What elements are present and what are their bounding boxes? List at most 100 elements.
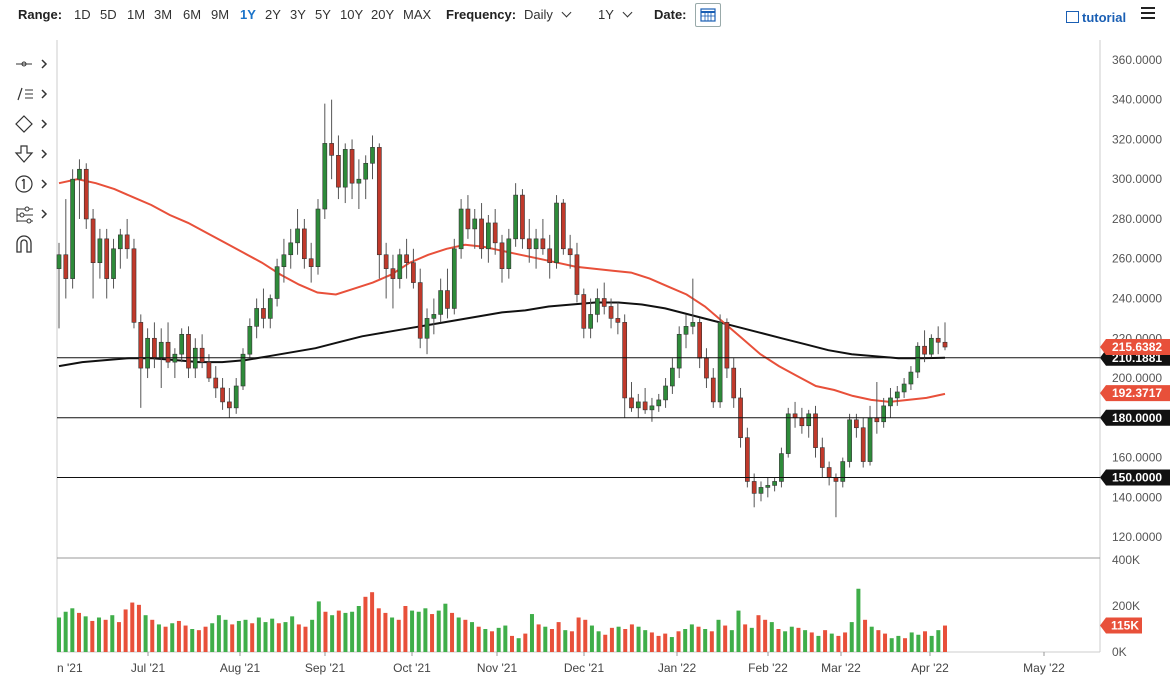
volume-bar — [736, 610, 741, 652]
volume-bar — [863, 619, 868, 652]
candle-up — [588, 314, 593, 329]
volume-bar — [103, 619, 108, 652]
chevron-down-icon — [622, 7, 633, 18]
volume-bar — [190, 629, 195, 652]
volume-axis: 400K 200K 0K — [1112, 553, 1140, 659]
volume-series — [57, 588, 947, 652]
candle-down — [922, 345, 927, 355]
candle-up — [322, 143, 328, 210]
volume-bar — [783, 631, 788, 652]
range-5y[interactable]: 5Y — [315, 7, 331, 22]
range-3y[interactable]: 3Y — [290, 7, 306, 22]
volume-bar — [623, 629, 628, 652]
candle-up — [929, 337, 934, 355]
candle-up — [281, 254, 287, 267]
candle-up — [649, 405, 655, 411]
volume-bar — [776, 629, 781, 652]
volume-bar — [589, 625, 594, 652]
volume-bar — [476, 626, 481, 652]
volume-bar — [430, 614, 435, 652]
range-9m[interactable]: 9M — [211, 7, 230, 22]
trendline-tool-icon[interactable] — [14, 84, 50, 106]
candle-down — [90, 218, 96, 264]
candle-down — [302, 228, 307, 260]
range-2y[interactable]: 2Y — [265, 7, 281, 22]
range-label: Range: — [18, 7, 63, 22]
candle-up — [356, 178, 362, 184]
volume-bar — [230, 624, 235, 652]
candle-down — [499, 242, 505, 269]
volume-label-box — [1100, 617, 1142, 634]
ma200-line — [58, 301, 946, 368]
candle-down — [813, 413, 818, 448]
volume-bar — [869, 626, 874, 652]
range-6m[interactable]: 6M — [183, 7, 202, 22]
volume-bar — [816, 635, 821, 652]
frequency-dropdown[interactable]: Daily — [524, 7, 572, 22]
ma50-label-box — [1100, 385, 1170, 402]
period-dropdown[interactable]: 1Y — [598, 7, 633, 22]
volume-bar — [323, 611, 328, 652]
range-1y[interactable]: 1Y — [240, 7, 256, 22]
range-5d[interactable]: 5D — [100, 7, 117, 22]
calendar-button[interactable] — [695, 3, 721, 27]
candle-down — [186, 333, 191, 369]
volume-bar — [170, 623, 175, 652]
shape-tool-icon[interactable] — [14, 114, 50, 136]
candle-up — [458, 208, 464, 250]
time-tick-label: Oct '21 — [393, 661, 431, 675]
indicator-tool-icon[interactable] — [14, 204, 50, 226]
arrow-tool-icon[interactable] — [14, 144, 50, 166]
hamburger-menu-icon[interactable] — [1141, 7, 1155, 21]
candlestick-series — [56, 99, 948, 518]
volume-bar — [63, 611, 68, 652]
candle-up — [397, 254, 403, 279]
range-20y[interactable]: 20Y — [371, 7, 395, 22]
volume-bar — [829, 633, 834, 652]
volume-bar — [523, 633, 528, 652]
volume-bar — [576, 617, 581, 652]
candle-down — [826, 467, 832, 478]
candle-up — [77, 168, 82, 180]
candle-up — [438, 290, 444, 315]
volume-bar — [629, 624, 634, 652]
volume-tick-label: 200K — [1112, 599, 1140, 613]
candle-up — [240, 353, 246, 387]
volume-bar — [70, 608, 75, 652]
range-1d[interactable]: 1D — [74, 7, 91, 22]
volume-bar — [176, 620, 181, 652]
candle-down — [697, 322, 702, 359]
volume-bar — [769, 622, 774, 652]
volume-bar — [83, 616, 88, 652]
date-label: Date: — [654, 7, 687, 22]
tutorial-link[interactable]: tutorial — [1066, 10, 1126, 25]
volume-bar — [436, 610, 441, 652]
volume-bar — [470, 622, 475, 652]
volume-bar — [809, 632, 814, 652]
candle-up — [267, 298, 273, 319]
range-10y[interactable]: 10Y — [340, 7, 364, 22]
volume-bar — [703, 629, 708, 652]
candle-up — [233, 385, 239, 409]
range-max[interactable]: MAX — [403, 7, 432, 22]
range-3m[interactable]: 3M — [154, 7, 173, 22]
candle-down — [261, 308, 266, 319]
ma200-series — [58, 301, 946, 368]
candle-up — [758, 487, 764, 494]
candle-down — [942, 341, 948, 348]
volume-bar — [643, 630, 648, 652]
candle-down — [220, 387, 225, 403]
candle-up — [765, 485, 771, 488]
candle-down — [833, 477, 839, 482]
annotation-number-icon[interactable] — [14, 174, 50, 196]
crosshair-tool-icon[interactable] — [14, 54, 50, 76]
magnet-icon[interactable] — [14, 234, 50, 256]
candle-up — [451, 248, 457, 309]
candle-up — [785, 413, 791, 454]
candle-down — [213, 377, 219, 389]
range-1m[interactable]: 1M — [127, 7, 146, 22]
volume-tick-label: 400K — [1112, 553, 1140, 567]
candle-down — [165, 341, 171, 363]
volume-bar — [156, 624, 161, 652]
volume-bar — [536, 624, 541, 652]
